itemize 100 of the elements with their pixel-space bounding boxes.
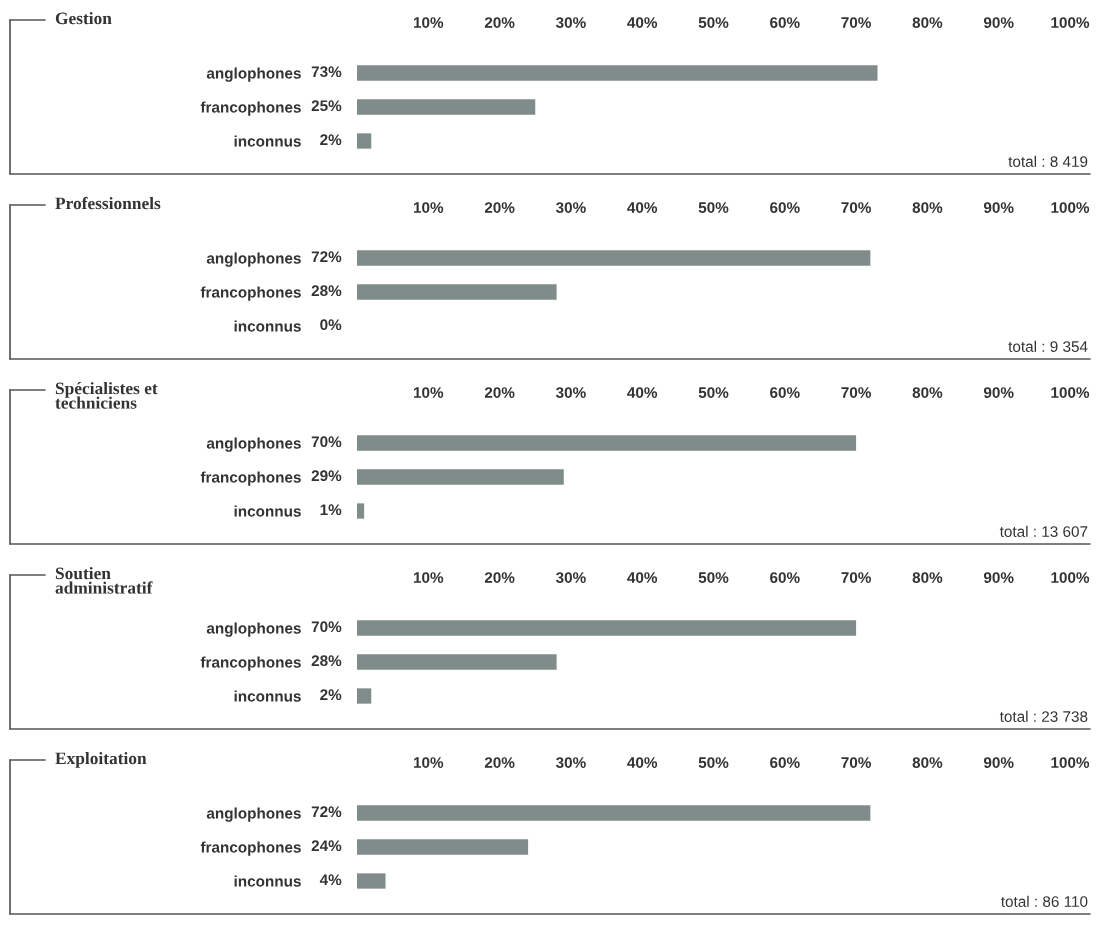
y-tick-label: anglophones [206,622,301,637]
x-tick-label: 40% [627,572,658,583]
x-tick-label: 10% [413,387,444,398]
text: Soutien administratif [55,567,153,594]
x-tick-label: 30% [555,387,586,398]
x-tick-label: 10% [413,572,444,583]
x-tick-label: 70% [841,572,871,583]
bar [357,654,557,670]
x-tick-label: 60% [770,572,800,583]
x-tick-label: 90% [983,572,1014,583]
bar [357,620,857,636]
text: Professionnels [55,196,161,210]
bar [357,805,871,821]
x-tick-label: 30% [555,202,586,213]
x-tick-label: 100% [1051,757,1090,768]
x-tick-label: 20% [484,387,515,398]
x-tick-label: 100% [1051,387,1090,398]
x-tick-label: 80% [912,572,943,583]
bar [357,99,536,115]
x-tick-label: 50% [698,757,729,768]
annotation: total : 8 419 [1008,155,1088,167]
x-tick-label: 50% [698,572,729,583]
x-tick-label: 70% [841,17,871,28]
x-tick-label: 50% [698,202,729,213]
x-tick-label: 70% [841,202,871,213]
bar [357,65,878,81]
x-tick-label: 90% [983,757,1014,768]
bar [357,435,857,451]
data-label: 2% [320,134,342,146]
y-tick-label: anglophones [206,67,301,82]
annotation: total : 86 110 [1001,895,1088,907]
data-label: 2% [320,689,342,701]
x-tick-label: 90% [983,17,1014,28]
x-tick-label: 50% [698,387,729,398]
y-tick-label: inconnus [234,135,301,147]
x-tick-label: 80% [912,757,943,768]
x-tick-label: 20% [484,202,515,213]
data-label: 25% [311,100,342,112]
data-label: 28% [311,285,342,297]
y-tick-label: inconnus [234,875,301,887]
x-tick-label: 10% [413,17,444,28]
y-tick-label: francophones [200,286,301,301]
y-tick-label: inconnus [234,320,301,332]
x-tick-label: 50% [698,17,729,28]
x-tick-label: 30% [555,17,586,28]
data-label: 73% [311,66,342,78]
data-label: 29% [311,470,342,482]
y-tick-label: francophones [200,841,301,856]
y-tick-label: anglophones [206,437,301,452]
bar [357,688,372,704]
x-tick-label: 80% [912,17,943,28]
x-tick-label: 10% [413,757,444,768]
x-tick-label: 40% [627,757,658,768]
y-tick-label: anglophones [206,252,301,267]
y-tick-label: inconnus [234,690,301,702]
x-tick-label: 10% [413,202,444,213]
bar [357,469,564,485]
x-tick-label: 90% [983,202,1014,213]
bar [357,839,529,855]
x-tick-label: 60% [770,387,800,398]
annotation: total : 9 354 [1008,340,1088,352]
x-tick-label: 100% [1051,202,1090,213]
x-tick-label: 90% [983,387,1014,398]
data-label: 70% [311,436,342,448]
x-tick-label: 40% [627,202,658,213]
data-label: 28% [311,655,342,667]
x-tick-label: 20% [484,757,515,768]
x-tick-label: 70% [841,757,871,768]
data-label: 24% [311,840,342,852]
y-tick-label: francophones [200,471,301,486]
x-tick-label: 30% [555,572,586,583]
y-tick-label: francophones [200,101,301,116]
x-tick-label: 60% [770,202,800,213]
y-tick-label: anglophones [206,807,301,822]
x-tick-label: 80% [912,202,943,213]
text: Gestion [55,12,112,25]
bar [357,873,386,889]
text: Spécialistes et techniciens [55,382,158,409]
x-tick-label: 40% [627,17,658,28]
text: Exploitation [55,752,147,768]
x-tick-label: 60% [770,757,800,768]
y-tick-label: francophones [200,656,301,671]
data-label: 1% [320,504,342,516]
x-tick-label: 20% [484,17,515,28]
data-label: 70% [311,621,342,633]
data-label: 72% [311,806,342,818]
annotation: total : 23 738 [999,710,1088,722]
y-tick-label: inconnus [234,505,301,517]
x-tick-label: 60% [770,17,800,28]
bar [357,503,365,519]
x-tick-label: 80% [912,387,943,398]
x-tick-label: 20% [484,572,515,583]
data-label: 72% [311,251,342,263]
x-tick-label: 40% [627,387,658,398]
x-tick-label: 70% [841,387,871,398]
data-label: 0% [320,319,342,331]
data-label: 4% [319,874,342,886]
annotation: total : 13 607 [999,525,1088,537]
x-tick-label: 100% [1051,17,1090,28]
x-tick-label: 30% [555,757,586,768]
